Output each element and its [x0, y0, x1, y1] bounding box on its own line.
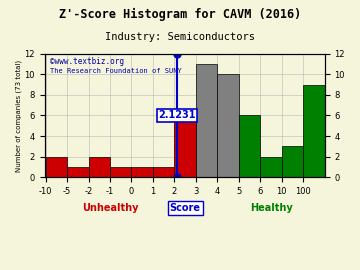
Text: Unhealthy: Unhealthy: [82, 203, 138, 213]
Text: Healthy: Healthy: [250, 203, 292, 213]
Bar: [131, 167, 153, 177]
Bar: [260, 157, 282, 177]
Bar: [46, 157, 67, 177]
Text: The Research Foundation of SUNY: The Research Foundation of SUNY: [50, 69, 182, 75]
Text: Score: Score: [170, 203, 201, 213]
Y-axis label: Number of companies (73 total): Number of companies (73 total): [15, 59, 22, 171]
Bar: [110, 167, 131, 177]
Bar: [67, 167, 89, 177]
Bar: [217, 74, 239, 177]
Bar: [282, 146, 303, 177]
Bar: [89, 157, 110, 177]
Bar: [239, 116, 260, 177]
Text: ©www.textbiz.org: ©www.textbiz.org: [50, 57, 124, 66]
Bar: [303, 85, 325, 177]
Text: 2.1231: 2.1231: [158, 110, 196, 120]
Bar: [175, 116, 196, 177]
Text: Z'-Score Histogram for CAVM (2016): Z'-Score Histogram for CAVM (2016): [59, 8, 301, 21]
Bar: [196, 64, 217, 177]
Text: Industry: Semiconductors: Industry: Semiconductors: [105, 32, 255, 42]
Bar: [153, 167, 175, 177]
